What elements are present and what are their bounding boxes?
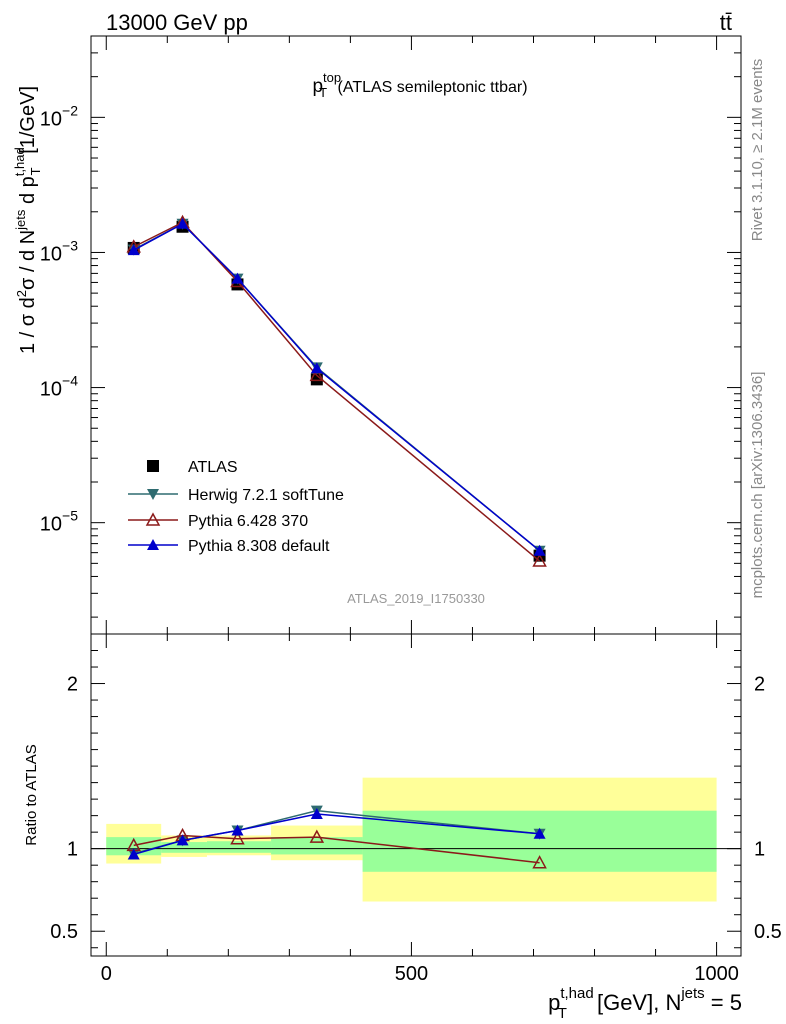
analysis-watermark: ATLAS_2019_I1750330	[347, 591, 485, 606]
legend-entry-label: Pythia 6.428 370	[188, 513, 308, 530]
plot-title: ptop T (ATLAS semileptonic ttbar)	[312, 70, 527, 100]
legend-marker	[147, 489, 159, 500]
legend-entry-label: Pythia 8.308 default	[188, 538, 330, 555]
y-tick-label: 10−2	[40, 102, 78, 130]
y-axis-label: 1 / σ d2σ / d Njets d pt,hadT [1/GeV]	[12, 86, 43, 354]
data-point	[533, 544, 546, 556]
data-point	[127, 244, 140, 256]
ratio-point	[532, 855, 547, 869]
legend-entry-label: Herwig 7.2.1 softTune	[188, 487, 344, 504]
ratio-series-pythia-6-428-370	[126, 827, 547, 869]
ratio-point	[127, 848, 140, 860]
x-axis-label: pt,had T [GeV], Njets = 5	[548, 985, 742, 1022]
ratio-panel: 0.5 0.5 1 1 2 2 0 500 1000 Ratio to ATLAS pt,had…	[23, 633, 782, 1022]
ratio-point	[309, 829, 325, 843]
series-line	[133, 221, 541, 562]
ratio-y-tick-label-right: 1	[754, 839, 765, 861]
y-tick-label: 10−4	[40, 373, 78, 401]
rivet-version-label: Rivet 3.1.10, ≥ 2.1M events	[749, 59, 766, 242]
ratio-y-tick-label-right: 0.5	[754, 921, 782, 943]
ratio-y-tick-label-right: 2	[754, 674, 765, 696]
mcplots-label: mcplots.cern.ch [arXiv:1306.3436]	[749, 372, 766, 599]
ratio-y-tick-label: 1	[67, 839, 78, 861]
data-point	[532, 553, 547, 567]
series-herwig-7-2-1-softtune	[127, 218, 546, 557]
legend-marker	[145, 512, 161, 526]
ratio-line	[133, 834, 540, 864]
legend: ATLAS Herwig 7.2.1 softTune Pythia 6.428 3…	[128, 459, 344, 555]
uncertainty-band-inner	[271, 837, 363, 855]
legend-marker	[147, 460, 159, 472]
y-tick-label: 10−3	[40, 237, 78, 265]
legend-marker	[147, 539, 159, 550]
x-tick-label: 500	[395, 963, 428, 985]
uncertainty-band-inner	[161, 842, 207, 853]
ratio-y-axis-label: Ratio to ATLAS	[23, 744, 40, 845]
energy-label: 13000 GeV pp	[106, 10, 248, 35]
ratio-point	[230, 831, 245, 845]
ratio-point	[231, 824, 244, 836]
ratio-point	[176, 834, 189, 846]
data-point	[231, 272, 244, 284]
x-tick-label: 0	[101, 963, 112, 985]
data-point	[176, 217, 189, 229]
ratio-point	[310, 807, 323, 819]
uncertainty-band-inner	[206, 841, 272, 853]
x-tick-label: 1000	[694, 963, 739, 985]
ratio-series-pythia-8-308-default	[127, 807, 546, 860]
process-label: tt̄	[720, 10, 732, 35]
data-point	[310, 362, 323, 374]
ratio-y-tick-label: 0.5	[50, 921, 78, 943]
ratio-y-tick-label: 2	[67, 674, 78, 696]
data-point	[309, 367, 325, 382]
main-panel: 10−5 10−4 10−3 10−2 ptop T (ATLAS semilepton…	[12, 35, 742, 635]
ratio-point	[533, 827, 546, 839]
y-tick-label: 10−5	[40, 508, 78, 536]
legend-entry-label: ATLAS	[188, 459, 238, 476]
series-pythia-8-308-default	[127, 217, 546, 556]
ratio-frame	[90, 633, 742, 957]
